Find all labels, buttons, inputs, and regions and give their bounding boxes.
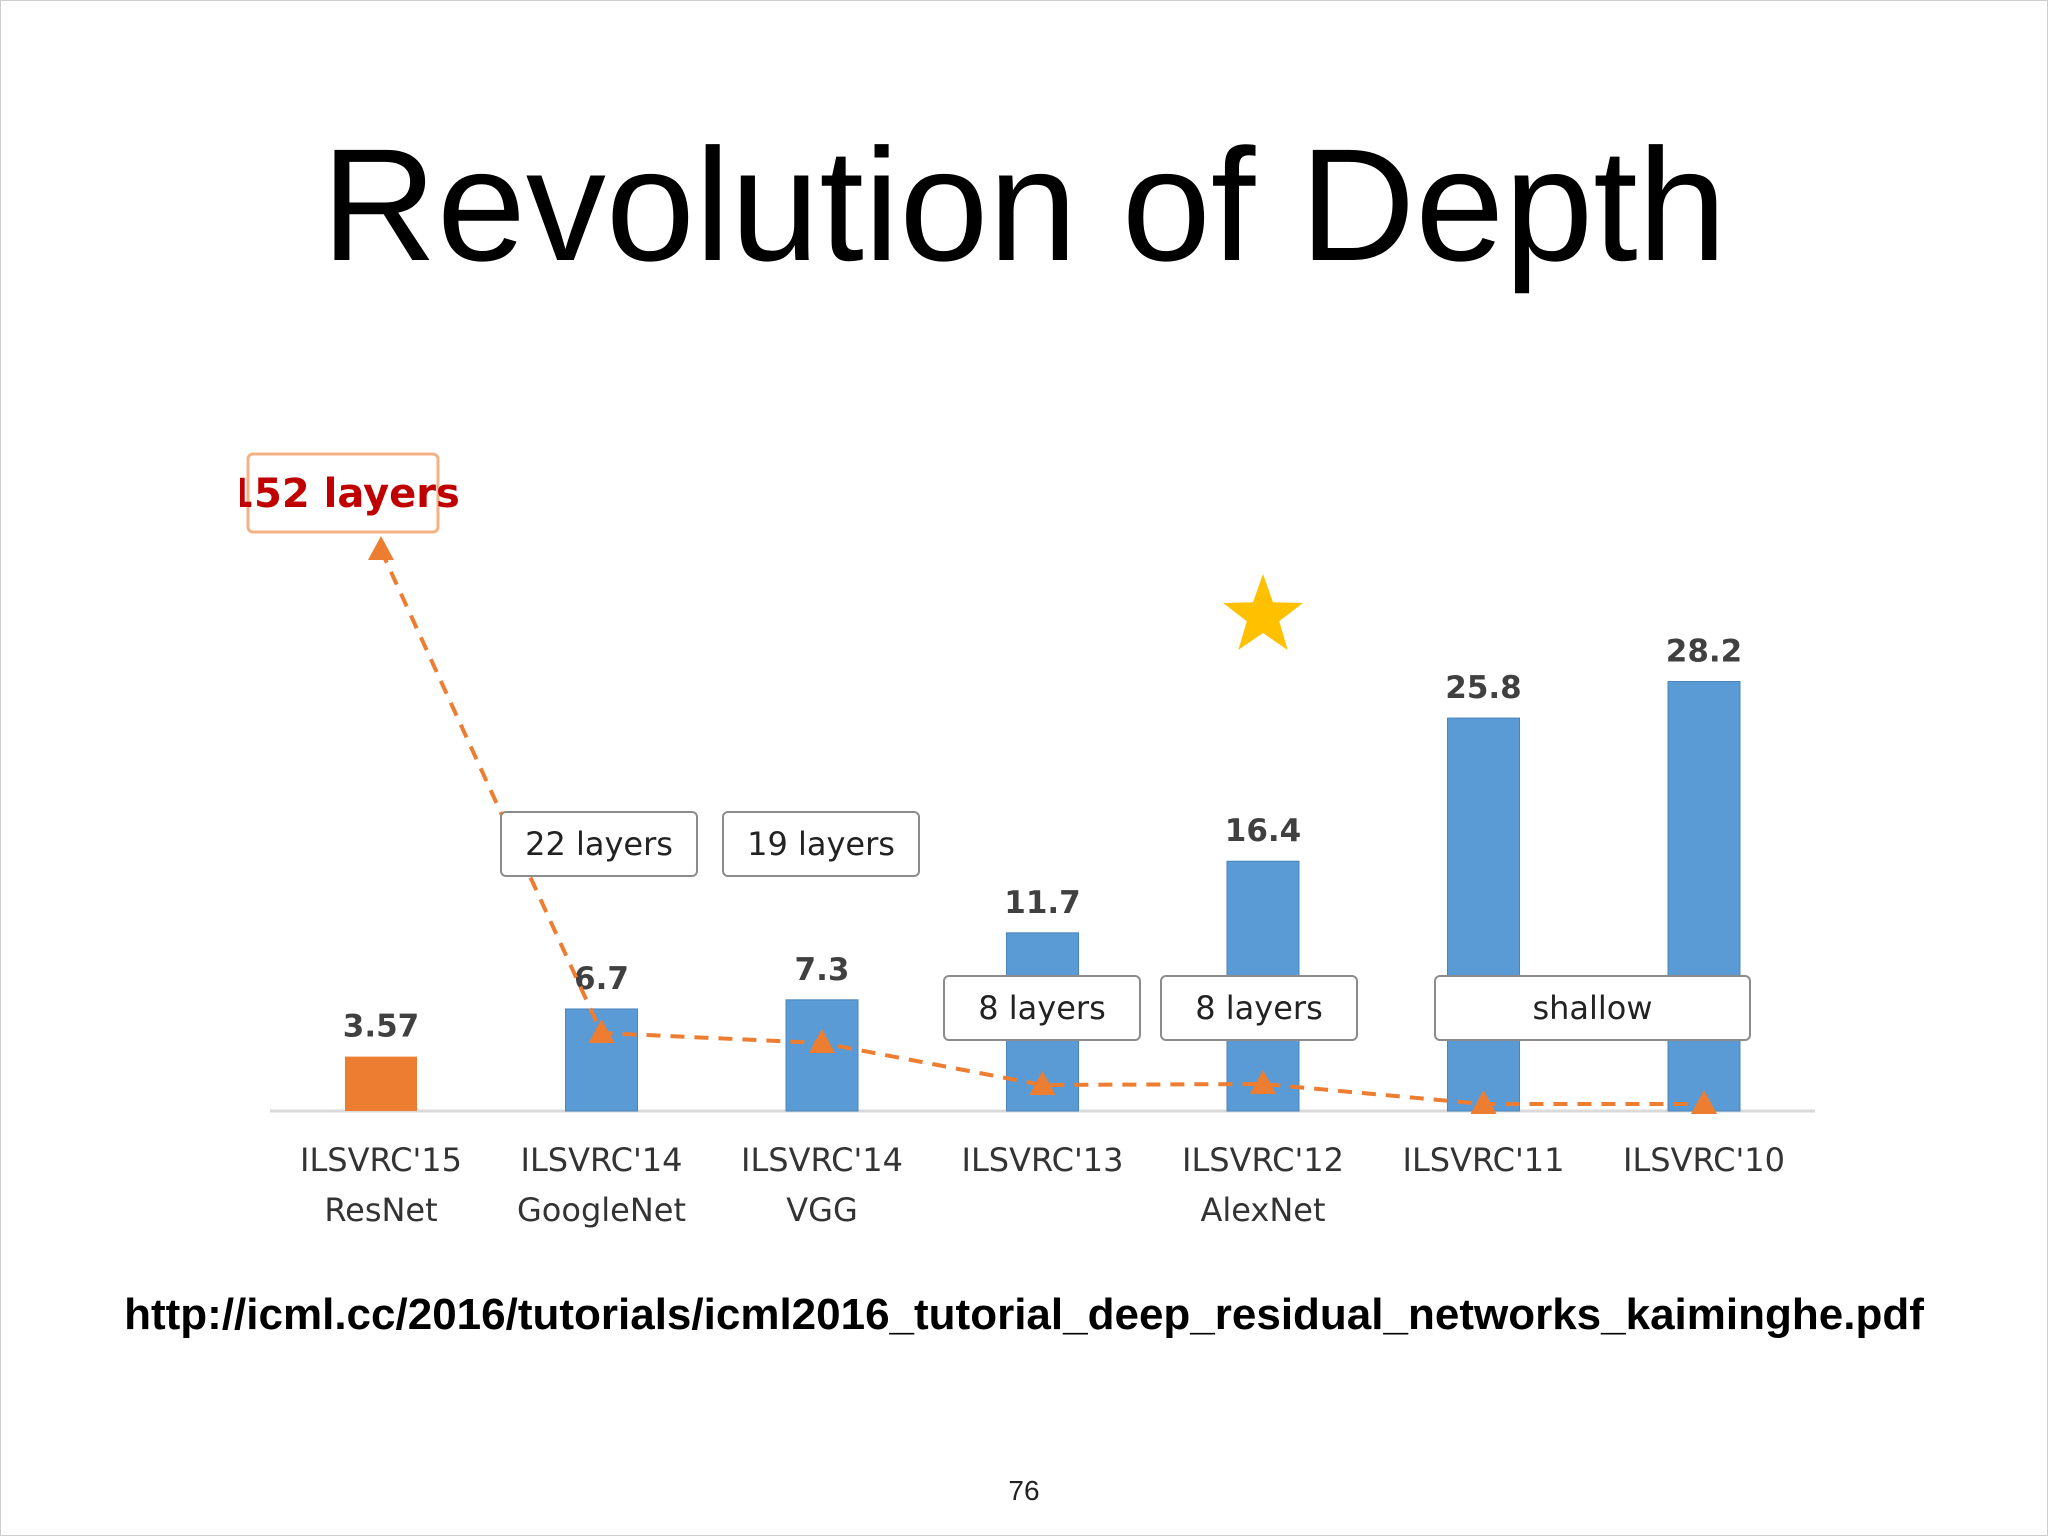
x-tick-label: GoogleNet [517,1191,686,1229]
x-tick-label: ILSVRC'13 [962,1141,1124,1179]
bar-value-label: 25.8 [1445,670,1522,706]
page-number: 76 [1008,1475,1040,1506]
annotation-label: 8 layers [1195,989,1322,1027]
bar-value-label: 3.57 [343,1009,420,1045]
annotation-box [722,811,920,877]
layers-annotation: 19 layers [722,811,920,877]
chart-svg: 3.576.7 7.311.716.425.828.2ILSVRC'15ResNe… [240,452,1815,1229]
bar-value-label: 16.4 [1225,813,1302,849]
layers-annotation: shallow [1434,975,1751,1041]
trend-marker [1029,1071,1056,1095]
layers-annotation: 8 layers [943,975,1141,1041]
annotation-box [1160,975,1358,1041]
x-tick-label: ILSVRC'11 [1403,1141,1565,1179]
bar-value-label: 7.3 [795,952,850,988]
resnet-layers-callout: 152 layers [240,452,460,534]
x-tick-label: ILSVRC'10 [1623,1141,1785,1179]
trend-marker [1470,1090,1497,1114]
annotation-label: 19 layers [747,825,895,863]
trend-marker [1691,1090,1717,1114]
slide-title: Revolution of Depth [321,115,1727,294]
annotation-label: shallow [1532,989,1652,1027]
chart: 3.57 6.7 7.3 11.7 16.4 25.8 28.2 ILSVRC'15 ResNe… [240,360,1820,1260]
annotation-label: 8 layers [978,989,1105,1027]
trend-marker [809,1029,835,1053]
trend-marker [588,1019,615,1043]
x-tick-label: ResNet [324,1191,437,1229]
bar [785,999,859,1112]
bar [345,1056,417,1111]
x-tick-label: ILSVRC'14 [521,1141,683,1179]
x-tick-label: ILSVRC'14 [741,1141,903,1179]
annotation-label: 152 layers [240,471,460,517]
annotation-box [1434,975,1751,1041]
annotation-box [500,811,698,877]
annotation-label: 22 layers [525,825,673,863]
x-tick-label: ILSVRC'15 [300,1141,462,1179]
bar [1447,717,1520,1112]
bar-value-label: 28.2 [1666,634,1743,670]
annotation-box [246,452,440,534]
trend-marker [368,536,394,560]
trend-marker [1250,1070,1276,1094]
layers-annotation: 8 layers [1160,975,1358,1041]
x-tick-label: AlexNet [1200,1191,1325,1229]
layers-annotation: 22 layers [500,811,698,877]
bar [1667,681,1741,1112]
bar-value-label: 11.7 [1004,885,1081,921]
annotation-box [943,975,1141,1041]
x-tick-label: ILSVRC'12 [1182,1141,1344,1179]
x-tick-label: VGG [786,1191,857,1229]
star-icon [1223,574,1303,650]
source-url: http://icml.cc/2016/tutorials/icml2016_t… [124,1290,1924,1339]
